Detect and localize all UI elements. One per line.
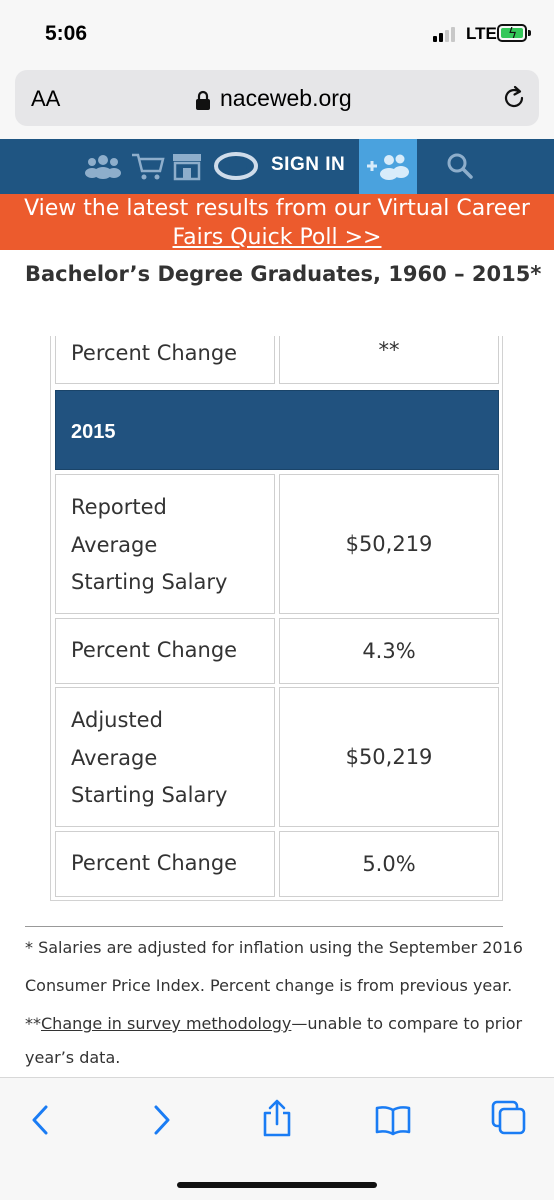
search-icon[interactable] <box>445 151 475 181</box>
signin-link[interactable]: SIGN IN <box>271 154 346 175</box>
store-icon[interactable] <box>170 151 204 181</box>
logo-swirl-icon[interactable] <box>212 151 260 181</box>
url-text: naceweb.org <box>220 85 352 111</box>
table-cell-label: Percent Change <box>55 336 275 384</box>
year-label: 2015 <box>71 421 116 443</box>
announcement-banner[interactable]: View the latest results from our Virtual… <box>0 194 554 250</box>
table-cell-label: Adjusted Average Starting Salary <box>55 687 275 827</box>
status-bar: 5:06 LTE ϟ <box>0 0 554 62</box>
year-header-row: 2015 <box>55 390 499 470</box>
people-icon[interactable] <box>83 151 123 181</box>
address-bar[interactable]: AA naceweb.org <box>15 70 539 126</box>
table-cell-label: Reported Average Starting Salary <box>55 474 275 614</box>
table-cell-label: Percent Change <box>55 618 275 684</box>
footnote-2: **Change in survey methodology—unable to… <box>25 1014 523 1033</box>
table-cell-value: 5.0% <box>279 831 499 897</box>
page-heading: Bachelor’s Degree Graduates, 1960 – 2015… <box>25 262 542 286</box>
footnote-1-line-2: Consumer Price Index. Percent change is … <box>25 976 513 995</box>
join-button[interactable] <box>359 139 417 194</box>
table-cell-value: ** <box>279 336 499 384</box>
banner-link[interactable]: Fairs Quick Poll >> <box>172 225 382 250</box>
battery-icon: ϟ <box>497 24 527 42</box>
browser-chrome-top: AA naceweb.org <box>0 62 554 139</box>
footnote-1-line-1: * Salaries are adjusted for inflation us… <box>25 938 523 957</box>
text-size-button[interactable]: AA <box>31 86 61 111</box>
back-icon[interactable] <box>28 1104 54 1136</box>
table-cell-label: Percent Change <box>55 831 275 897</box>
lock-icon <box>196 90 210 110</box>
network-label: LTE <box>466 24 497 43</box>
reload-icon[interactable] <box>500 84 528 112</box>
table-cell-value: $50,219 <box>279 474 499 614</box>
forward-icon[interactable] <box>148 1104 174 1136</box>
signal-icon <box>433 26 455 42</box>
tabs-icon[interactable] <box>491 1100 527 1136</box>
methodology-link[interactable]: Change in survey methodology <box>41 1014 292 1033</box>
footnote-2-line-2: year’s data. <box>25 1048 121 1067</box>
browser-toolbar <box>0 1077 554 1200</box>
divider <box>25 926 503 927</box>
salary-table <box>50 336 503 901</box>
add-user-icon <box>367 154 409 180</box>
site-nav: SIGN IN <box>0 139 554 194</box>
battery-tip <box>528 30 531 36</box>
share-icon[interactable] <box>259 1098 295 1138</box>
status-time: 5:06 <box>45 22 88 45</box>
table-cell-value: 4.3% <box>279 618 499 684</box>
banner-line-1: View the latest results from our Virtual… <box>24 196 530 221</box>
home-indicator <box>177 1182 377 1188</box>
bookmarks-icon[interactable] <box>374 1104 412 1136</box>
table-cell-value: $50,219 <box>279 687 499 827</box>
cart-icon[interactable] <box>130 151 166 181</box>
